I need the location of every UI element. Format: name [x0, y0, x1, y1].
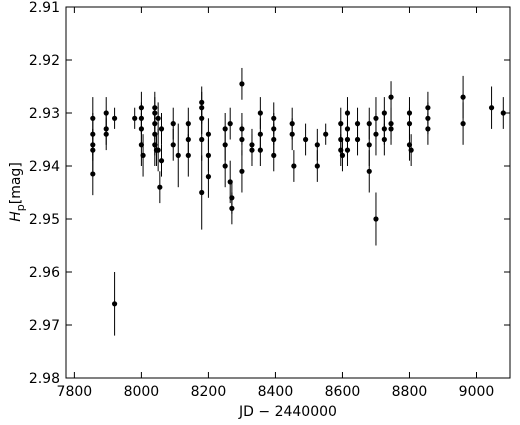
y-tick-label: 2.94: [29, 159, 60, 175]
data-point: [140, 152, 146, 158]
data-point: [239, 136, 245, 143]
data-point: [111, 115, 118, 121]
x-tick-label: 8800: [392, 384, 428, 400]
data-point: [227, 121, 233, 127]
data-point: [366, 168, 372, 174]
y-tick-label: 2.95: [29, 212, 60, 228]
data-point: [354, 136, 361, 143]
y-tick-label: 2.91: [29, 0, 60, 16]
x-tick-label: 9000: [459, 384, 495, 400]
y-label-subscript: p: [14, 204, 27, 211]
data-point: [157, 184, 163, 190]
data-point: [239, 168, 245, 174]
data-point: [155, 147, 161, 153]
data-point: [488, 105, 495, 111]
data-point: [90, 147, 96, 153]
data-point: [460, 94, 466, 100]
data-point: [111, 301, 118, 307]
data-point: [314, 142, 320, 148]
data-point: [175, 152, 181, 158]
y-label-symbol: H: [8, 211, 24, 222]
data-point: [339, 152, 346, 158]
data-point: [257, 147, 263, 153]
data-point: [344, 147, 351, 153]
data-point: [314, 163, 320, 169]
data-point: [199, 136, 205, 143]
data-point: [239, 81, 245, 87]
data-point: [132, 115, 138, 121]
data-point: [205, 131, 212, 137]
data-point: [229, 195, 235, 201]
plot-frame: [65, 6, 511, 379]
y-tick-label: 2.93: [29, 106, 60, 122]
data-point: [291, 163, 297, 169]
data-point: [302, 136, 309, 143]
x-tick-label: 7800: [57, 384, 93, 400]
data-point: [155, 115, 161, 121]
data-point: [170, 121, 176, 127]
data-point: [381, 136, 387, 143]
x-tick-label: 8200: [191, 384, 227, 400]
data-point: [373, 131, 379, 137]
data-point: [289, 131, 295, 137]
data-point: [222, 163, 228, 169]
data-point: [103, 131, 109, 137]
x-tick-label: 8000: [124, 384, 160, 400]
data-point: [205, 174, 212, 180]
data-point: [388, 94, 394, 100]
y-label-unit: [mag]: [8, 162, 24, 204]
x-tick-label: 8400: [258, 384, 294, 400]
data-point: [366, 142, 372, 148]
data-point: [158, 158, 165, 164]
data-point: [257, 110, 263, 116]
y-tick-label: 2.98: [29, 371, 60, 387]
data-point: [406, 121, 413, 127]
data-point: [222, 142, 228, 148]
data-point: [323, 131, 329, 137]
data-point: [271, 152, 277, 158]
y-tick-label: 2.92: [29, 53, 60, 69]
data-point: [373, 216, 379, 222]
data-point: [185, 152, 191, 158]
data-point: [460, 121, 466, 127]
data-point: [249, 147, 255, 153]
data-point: [388, 126, 394, 132]
data-point: [500, 110, 506, 116]
y-tick-label: 2.97: [29, 318, 60, 334]
y-tick-label: 2.96: [29, 265, 60, 281]
data-point: [199, 189, 205, 196]
y-axis-label: Hp[mag]: [8, 162, 27, 222]
data-point: [425, 126, 431, 132]
x-tick-label: 8600: [325, 384, 361, 400]
data-point: [408, 147, 414, 153]
data-point: [90, 171, 96, 177]
data-point: [257, 131, 263, 137]
data-point: [158, 126, 165, 132]
x-axis-label: JD − 2440000: [238, 404, 337, 420]
data-point: [170, 142, 176, 148]
